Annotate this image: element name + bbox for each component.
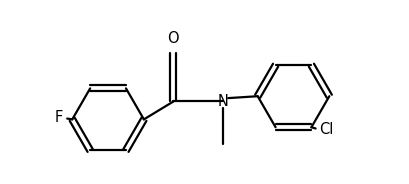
Text: F: F <box>54 110 63 125</box>
Text: N: N <box>217 94 227 109</box>
Text: Cl: Cl <box>318 122 333 137</box>
Text: O: O <box>167 31 179 47</box>
